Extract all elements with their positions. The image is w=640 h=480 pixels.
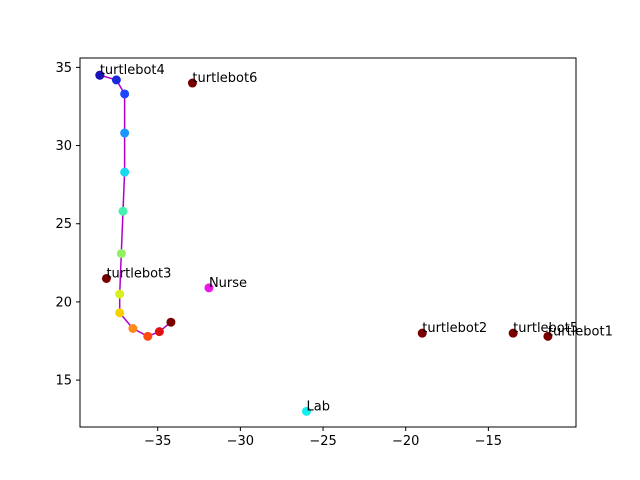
point-label: turtlebot5 bbox=[513, 321, 578, 336]
path-point bbox=[118, 206, 128, 216]
y-tick-label: 25 bbox=[55, 217, 72, 232]
path-point bbox=[115, 308, 125, 318]
x-axis-ticks: −35 −30 −25 −20 −15 bbox=[144, 427, 502, 449]
path-point bbox=[143, 331, 153, 341]
path-point bbox=[120, 167, 130, 177]
labeled-point bbox=[508, 328, 518, 338]
x-tick-label: −15 bbox=[475, 434, 502, 449]
path-point bbox=[111, 75, 121, 85]
path-line bbox=[99, 74, 172, 338]
x-tick-label: −35 bbox=[144, 434, 171, 449]
path-line-group bbox=[99, 74, 172, 338]
labeled-points-group: turtlebot4 turtlebot6 turtlebot3 Nurse turtl… bbox=[95, 63, 613, 416]
point-label: turtlebot3 bbox=[106, 266, 171, 281]
point-label: Lab bbox=[307, 399, 330, 414]
point-label: turtlebot4 bbox=[100, 63, 165, 78]
y-tick-label: 35 bbox=[55, 61, 72, 76]
y-axis-ticks: 15 20 25 30 35 bbox=[55, 61, 80, 389]
labeled-point bbox=[543, 331, 553, 341]
labeled-point bbox=[204, 283, 214, 293]
path-point bbox=[120, 89, 130, 99]
path-point bbox=[116, 248, 126, 258]
x-tick-label: −30 bbox=[227, 434, 254, 449]
point-label: turtlebot2 bbox=[422, 321, 487, 336]
labeled-point bbox=[101, 273, 111, 283]
y-tick-label: 15 bbox=[55, 374, 72, 389]
point-label: turtlebot1 bbox=[548, 324, 613, 339]
labeled-point bbox=[187, 78, 197, 88]
plot-frame bbox=[79, 57, 577, 428]
path-point bbox=[120, 128, 130, 138]
path-point bbox=[128, 323, 138, 333]
x-tick-label: −20 bbox=[392, 434, 419, 449]
path-point bbox=[115, 289, 125, 299]
labeled-point bbox=[417, 328, 427, 338]
x-tick-label: −25 bbox=[309, 434, 336, 449]
path-point bbox=[166, 317, 176, 327]
y-tick-label: 20 bbox=[55, 295, 72, 310]
labeled-point bbox=[95, 70, 105, 80]
path-point bbox=[154, 327, 164, 337]
point-label: turtlebot6 bbox=[192, 71, 257, 86]
point-label: Nurse bbox=[209, 276, 247, 291]
path-points-group bbox=[95, 70, 176, 341]
labeled-point bbox=[302, 406, 312, 416]
y-tick-label: 30 bbox=[55, 139, 72, 154]
